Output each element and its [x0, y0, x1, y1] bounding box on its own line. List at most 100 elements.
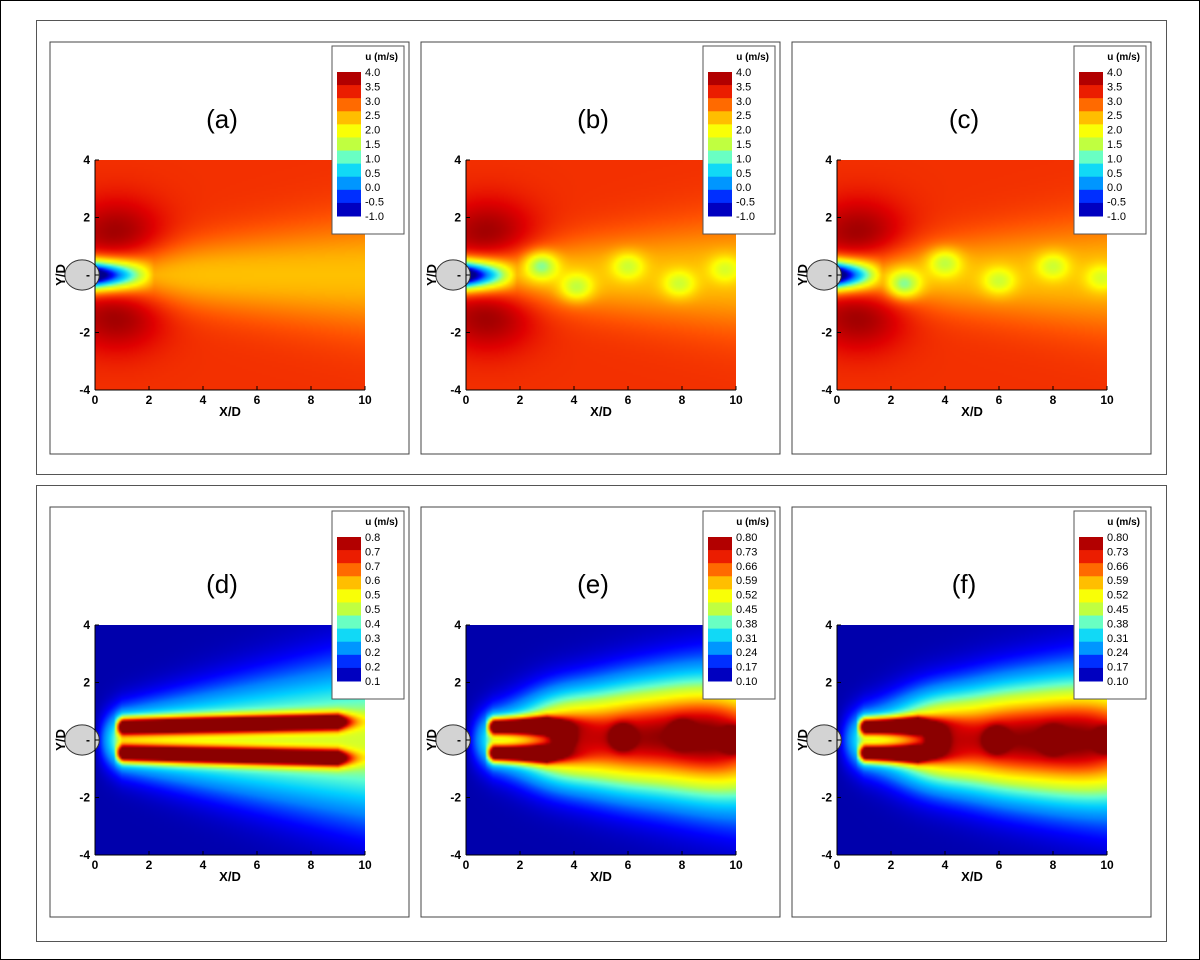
field-heatmap	[466, 160, 736, 390]
legend-label: 0.17	[1107, 662, 1128, 674]
legend-swatch	[1079, 615, 1103, 630]
legend-swatch	[708, 550, 732, 564]
legend-label: 2.5	[365, 110, 380, 122]
legend-swatch	[1079, 98, 1103, 112]
x-tick-label: 4	[200, 393, 207, 407]
legend-swatch	[1079, 202, 1103, 217]
legend-swatch	[337, 550, 361, 564]
legend-swatch	[708, 615, 732, 630]
legend-label: 3.5	[365, 81, 380, 93]
legend-swatch	[708, 576, 732, 590]
y-tick-label: 2	[83, 211, 90, 225]
x-tick-label: 8	[308, 858, 315, 872]
field-heatmap	[837, 625, 1107, 855]
legend-swatch	[1079, 550, 1103, 564]
legend-label: 1.0	[1107, 153, 1122, 165]
y-axis-label: Y/D	[795, 264, 810, 286]
y-axis-label: Y/D	[795, 729, 810, 751]
legend-swatch	[708, 628, 732, 643]
legend-swatch	[337, 615, 361, 630]
x-tick-label: 0	[92, 858, 99, 872]
y-tick-label: -	[457, 733, 461, 747]
legend-swatch	[1079, 602, 1103, 617]
x-axis-label: X/D	[590, 404, 612, 419]
y-tick-label: -4	[79, 848, 90, 862]
y-tick-label: -2	[821, 791, 832, 805]
legend-label: 0.0	[736, 182, 751, 194]
legend-swatch	[708, 589, 732, 603]
panel-b: 0 2 4 6 8 10 4 2 - -2 -4 X/D Y/D (b) u (m/s) 4.0 3.5 3.0 2…	[420, 41, 781, 455]
legend-label: 0.8	[365, 532, 380, 544]
x-tick-label: 4	[942, 858, 949, 872]
legend-swatch	[708, 85, 732, 99]
legend-swatch	[337, 641, 361, 656]
legend-label: 0.38	[736, 618, 757, 630]
legend-label: 4.0	[736, 67, 751, 79]
y-tick-label: 4	[83, 618, 90, 632]
legend-label: 0.1	[365, 676, 380, 688]
x-tick-label: 4	[571, 858, 578, 872]
legend-label: 0.66	[1107, 561, 1128, 573]
x-axis-label: X/D	[219, 869, 241, 884]
y-axis-label: Y/D	[53, 264, 68, 286]
x-tick-label: 0	[834, 393, 841, 407]
legend-swatch	[1079, 654, 1103, 669]
legend-swatch	[337, 537, 361, 551]
y-axis-label: Y/D	[424, 729, 439, 751]
legend-swatch	[708, 124, 732, 138]
legend-label: 0.4	[365, 618, 380, 630]
legend-label: 1.0	[736, 153, 751, 165]
y-tick-label: 2	[825, 211, 832, 225]
legend-swatch	[337, 150, 361, 165]
legend-swatch	[708, 111, 732, 125]
field-heatmap	[95, 160, 365, 390]
legend-label: 0.66	[736, 561, 757, 573]
y-tick-label: -	[86, 268, 90, 282]
x-tick-label: 6	[996, 858, 1003, 872]
legend-swatch	[337, 163, 361, 178]
panel-e: 0 2 4 6 8 10 4 2 - -2 -4 X/D Y/D (e) u (m/s) 0.80 0.73 0.…	[420, 506, 781, 918]
panel-label: (f)	[952, 569, 977, 599]
x-tick-label: 10	[358, 858, 372, 872]
x-axis-label: X/D	[219, 404, 241, 419]
legend-label: -0.5	[365, 197, 384, 209]
legend-swatch	[337, 589, 361, 603]
legend-swatch	[708, 641, 732, 656]
y-tick-label: 4	[825, 153, 832, 167]
legend-label: 0.38	[1107, 618, 1128, 630]
y-tick-label: 2	[83, 676, 90, 690]
legend-label: 0.5	[736, 168, 751, 180]
x-axis-label: X/D	[961, 869, 983, 884]
legend-swatch	[708, 202, 732, 217]
legend-swatch	[337, 576, 361, 590]
legend-label: 1.5	[736, 139, 751, 151]
legend-swatch	[1079, 641, 1103, 656]
cylinder-obstacle	[64, 724, 100, 756]
field-heatmap	[466, 625, 736, 855]
legend-swatch	[1079, 628, 1103, 643]
legend-label: -1.0	[1107, 211, 1126, 223]
field-heatmap	[95, 625, 365, 855]
panel-label: (a)	[206, 104, 238, 134]
x-tick-label: 0	[463, 393, 470, 407]
legend-label: 3.0	[736, 96, 751, 108]
legend-label: 1.5	[1107, 139, 1122, 151]
legend-label: 2.5	[1107, 110, 1122, 122]
y-tick-label: 2	[825, 676, 832, 690]
panel-f: 0 2 4 6 8 10 4 2 - -2 -4 X/D Y/D (f) u (m/s) 0.80 0.73 0.…	[791, 506, 1152, 918]
panel-label: (b)	[577, 104, 609, 134]
y-tick-label: -4	[821, 848, 832, 862]
legend-swatch	[1079, 563, 1103, 577]
legend-swatch	[337, 98, 361, 112]
legend-swatch	[337, 602, 361, 617]
legend-swatch	[337, 72, 361, 86]
x-tick-label: 8	[679, 393, 686, 407]
legend-label: 1.5	[365, 139, 380, 151]
legend-label: 0.5	[365, 168, 380, 180]
field-heatmap	[837, 160, 1107, 390]
legend-label: 0.73	[1107, 546, 1128, 558]
y-tick-label: 4	[454, 153, 461, 167]
y-tick-label: -4	[821, 383, 832, 397]
legend-swatch	[1079, 85, 1103, 99]
legend-label: 0.5	[365, 604, 380, 616]
